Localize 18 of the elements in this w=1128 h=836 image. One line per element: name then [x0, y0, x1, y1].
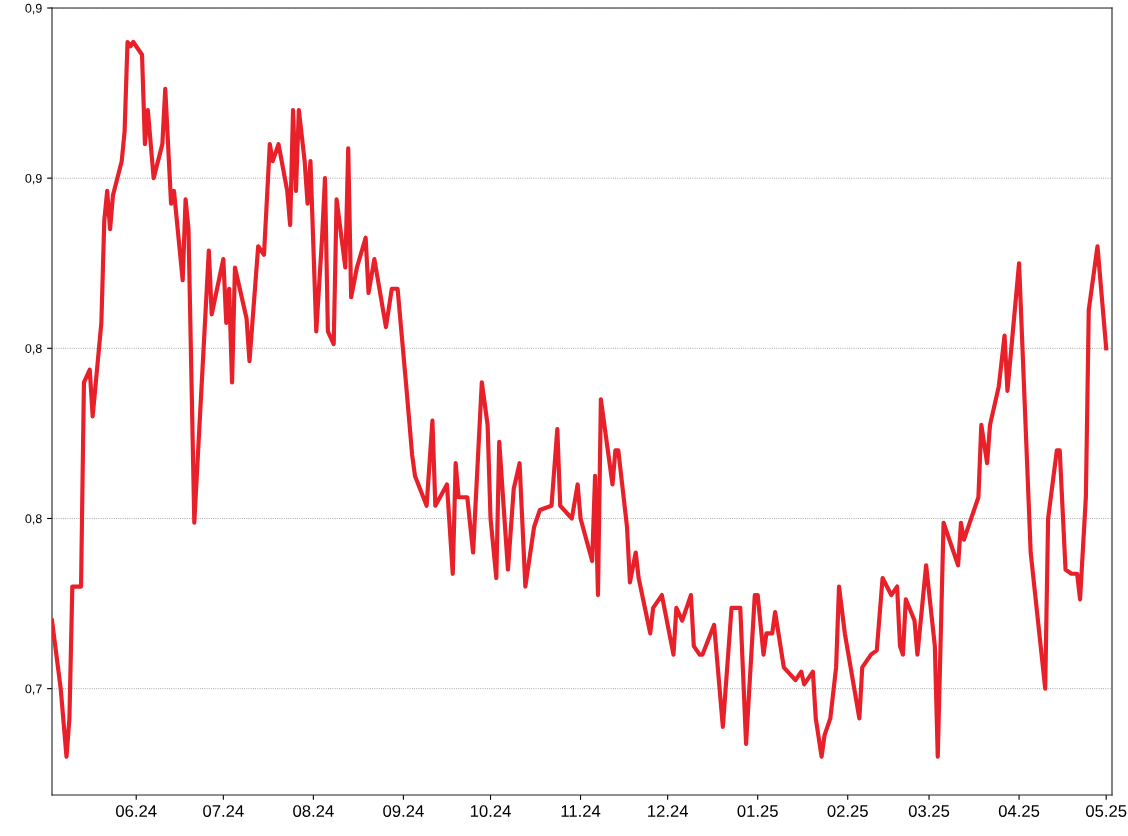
x-tick-label: 09.24: [383, 805, 424, 817]
line-series: [52, 39, 1109, 759]
y-tick-label: 0,7: [25, 684, 42, 695]
x-tick-label: 06.24: [116, 805, 157, 817]
x-tick-label: 05.25: [1085, 805, 1127, 817]
x-tick-label: 08.24: [293, 805, 334, 817]
y-tick-label: 0,9: [25, 173, 42, 185]
x-tick-label: 01.25: [737, 805, 778, 817]
x-tick-label: 03.25: [908, 805, 950, 817]
x-tick-label: 12.24: [648, 805, 689, 817]
x-tick-label: 04.25: [998, 805, 1040, 817]
x-tick-label: 11.24: [561, 805, 601, 817]
y-tick-label: 0,8: [25, 514, 42, 525]
y-tick-label: 0,9: [25, 3, 42, 15]
y-tick-label: 0,8: [25, 344, 42, 355]
x-tick-label: 07.24: [203, 805, 244, 817]
x-tick-label: 02.25: [827, 805, 868, 817]
x-tick-label: 10.24: [470, 805, 511, 817]
